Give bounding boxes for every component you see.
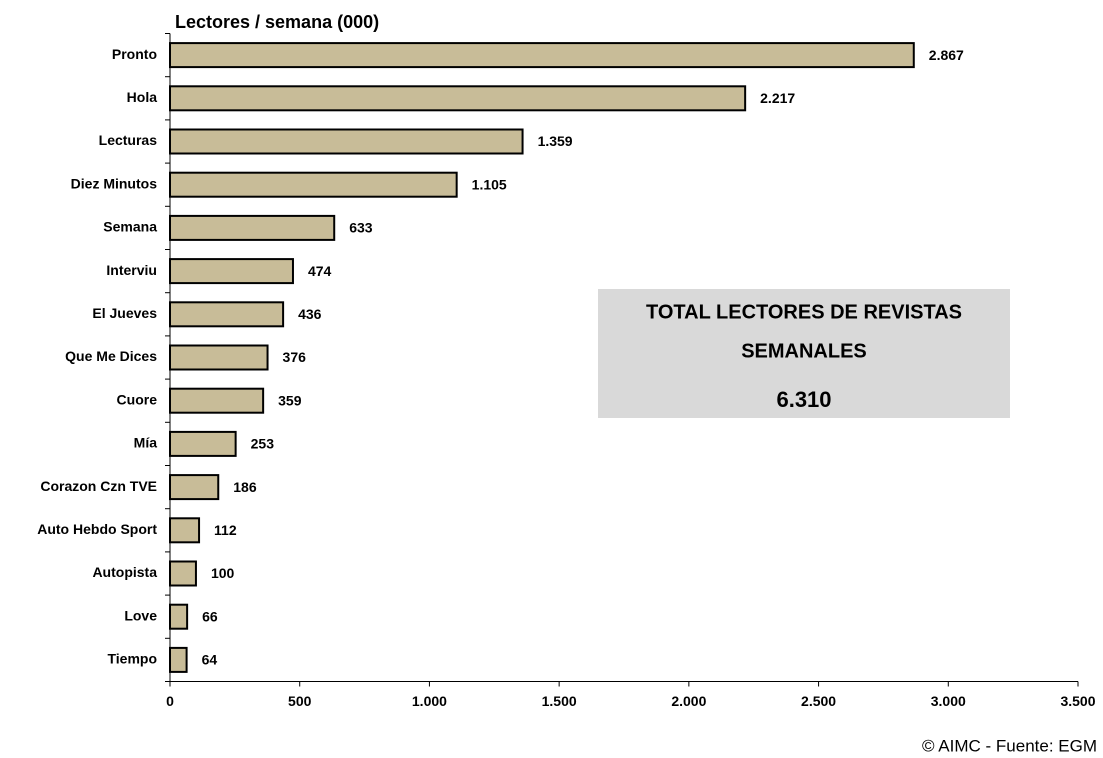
bar xyxy=(169,128,524,155)
bar xyxy=(169,603,189,630)
value-label: 474 xyxy=(308,263,332,279)
y-tick-label: Pronto xyxy=(112,46,157,62)
value-label: 64 xyxy=(202,652,218,668)
x-tick-label: 0 xyxy=(166,693,174,709)
value-label: 253 xyxy=(251,436,275,452)
x-tick-label: 500 xyxy=(288,693,312,709)
value-label: 436 xyxy=(298,306,322,322)
bar xyxy=(169,85,747,112)
bar xyxy=(169,560,197,587)
y-tick-label: Auto Hebdo Sport xyxy=(37,521,157,537)
x-tick-label: 2.000 xyxy=(671,693,706,709)
y-tick-label: Love xyxy=(124,607,157,623)
annotation-line: TOTAL LECTORES DE REVISTAS xyxy=(646,301,962,323)
x-tick-label: 1.000 xyxy=(412,693,447,709)
y-tick-label: Cuore xyxy=(117,391,158,407)
x-tick-label: 2.500 xyxy=(801,693,836,709)
x-tick-label: 3.500 xyxy=(1060,693,1095,709)
value-label: 2.867 xyxy=(929,47,964,63)
bar xyxy=(169,474,220,501)
bar xyxy=(169,517,201,544)
y-tick-label: El Jueves xyxy=(92,305,157,321)
bar xyxy=(169,301,285,328)
annotation-box xyxy=(598,289,1010,418)
y-tick-label: Autopista xyxy=(92,564,157,580)
y-tick-label: Semana xyxy=(103,219,157,235)
chart-title: Lectores / semana (000) xyxy=(175,12,379,32)
x-tick-label: 1.500 xyxy=(542,693,577,709)
annotation-total: 6.310 xyxy=(776,387,831,412)
value-label: 359 xyxy=(278,392,302,408)
y-tick-label: Diez Minutos xyxy=(71,175,158,191)
bar xyxy=(169,214,336,241)
value-label: 100 xyxy=(211,565,235,581)
bar xyxy=(169,344,269,371)
bar xyxy=(169,258,294,285)
y-tick-label: Que Me Dices xyxy=(65,348,157,364)
bar xyxy=(169,387,265,414)
bar xyxy=(169,42,915,69)
value-label: 376 xyxy=(283,349,307,365)
value-label: 1.105 xyxy=(472,176,507,192)
bar xyxy=(169,430,237,457)
y-tick-label: Tiempo xyxy=(107,651,157,667)
annotation-line: SEMANALES xyxy=(741,340,867,362)
y-tick-label: Corazon Czn TVE xyxy=(40,478,157,494)
value-label: 2.217 xyxy=(760,90,795,106)
value-label: 186 xyxy=(233,479,257,495)
value-label: 1.359 xyxy=(538,133,573,149)
value-label: 66 xyxy=(202,608,218,624)
x-tick-label: 3.000 xyxy=(931,693,966,709)
source: © AIMC - Fuente: EGM xyxy=(922,736,1097,755)
bar xyxy=(169,646,188,673)
y-tick-label: Hola xyxy=(127,89,158,105)
value-label: 633 xyxy=(349,220,373,236)
y-tick-label: Mía xyxy=(134,435,158,451)
y-tick-label: Lecturas xyxy=(99,132,158,148)
y-tick-label: Interviu xyxy=(106,262,157,278)
value-label: 112 xyxy=(214,522,237,538)
bar xyxy=(169,171,458,198)
